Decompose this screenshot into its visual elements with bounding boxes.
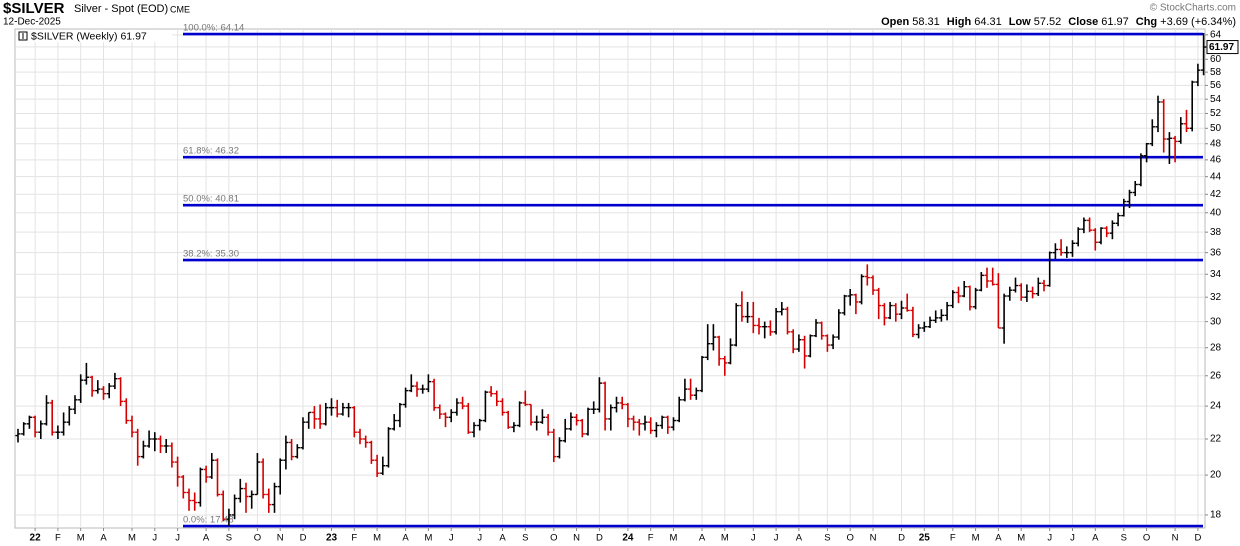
x-tick-label: F — [648, 533, 654, 544]
x-tick-label: N — [870, 533, 877, 544]
y-tick-label: 64 — [1210, 30, 1222, 41]
x-tick-label: A — [499, 533, 506, 544]
y-tick-label: 60 — [1210, 54, 1222, 65]
y-tick-label: 46 — [1210, 154, 1222, 165]
x-tick-label: S — [824, 533, 830, 544]
x-tick-label: M — [373, 533, 381, 544]
x-tick-label: M — [670, 533, 678, 544]
instrument-name: Silver - Spot (EOD) — [74, 3, 168, 15]
x-tick-label: J — [1070, 533, 1075, 544]
y-tick-label: 38 — [1210, 227, 1222, 238]
price-tag: 61.97 — [1209, 42, 1234, 53]
price-tag-box — [1206, 40, 1239, 55]
x-tick-label: F — [55, 533, 61, 544]
x-tick-label: F — [950, 533, 956, 544]
x-tick-label: D — [596, 533, 603, 544]
x-tick-label: J — [449, 533, 454, 544]
credit: © StockCharts.com — [1150, 3, 1236, 14]
stat-label: Chg — [1136, 16, 1157, 28]
x-tick-label: 23 — [326, 533, 338, 544]
x-tick-label: S — [522, 533, 528, 544]
stat-label: Low — [1009, 16, 1031, 28]
x-tick-label: J — [175, 533, 180, 544]
y-tick-label: 54 — [1210, 94, 1222, 105]
x-tick-label: D — [300, 533, 307, 544]
y-tick-label: 34 — [1210, 269, 1222, 280]
y-tick-label: 56 — [1210, 80, 1222, 91]
y-tick-label: 20 — [1210, 470, 1222, 481]
x-tick-label: N — [1172, 533, 1179, 544]
x-tick-label: M — [1017, 533, 1025, 544]
stat-label: Close — [1068, 16, 1098, 28]
y-tick-label: 58 — [1210, 67, 1222, 78]
x-tick-label: M — [77, 533, 85, 544]
y-tick-label: 30 — [1210, 316, 1222, 327]
x-tick-label: D — [898, 533, 905, 544]
fib-label: 50.0%: 40.81 — [183, 194, 239, 205]
legend-background — [17, 30, 172, 42]
x-tick-label: J — [751, 533, 756, 544]
stat-value: 64.31 — [974, 16, 1002, 28]
y-tick-label: 26 — [1210, 370, 1222, 381]
date: 12-Dec-2025 — [3, 17, 61, 28]
x-tick-label: J — [1047, 533, 1052, 544]
symbol: $SILVER — [3, 0, 65, 17]
y-tick-label: 24 — [1210, 401, 1222, 412]
x-tick-label: A — [1092, 533, 1099, 544]
x-tick-label: O — [550, 533, 557, 544]
x-tick-label: J — [774, 533, 779, 544]
fib-label: 61.8%: 46.32 — [183, 146, 239, 157]
x-tick-label: 22 — [30, 533, 42, 544]
y-tick-label: 44 — [1210, 171, 1222, 182]
x-tick-label: A — [100, 533, 107, 544]
x-tick-label: J — [152, 533, 157, 544]
x-tick-label: A — [203, 533, 210, 544]
x-tick-label: N — [277, 533, 284, 544]
y-tick-label: 22 — [1210, 434, 1222, 445]
x-tick-label: M — [721, 533, 729, 544]
stat-label: Open — [881, 16, 909, 28]
y-tick-label: 50 — [1210, 123, 1222, 134]
x-tick-label: M — [424, 533, 432, 544]
stat-value: +3.69 (+6.34%) — [1160, 16, 1236, 28]
x-tick-label: A — [995, 533, 1002, 544]
plot-frame — [14, 28, 1206, 529]
stat-value: 58.31 — [912, 16, 940, 28]
x-tick-label: M — [128, 533, 136, 544]
y-tick-label: 52 — [1210, 108, 1222, 119]
legend-label: $SILVER (Weekly) 61.97 — [31, 30, 147, 42]
x-tick-label: S — [1121, 533, 1127, 544]
y-tick-label: 18 — [1210, 510, 1222, 521]
x-tick-label: O — [254, 533, 261, 544]
x-tick-label: A — [796, 533, 803, 544]
price-stats: Open 58.31 High 64.31 Low 57.52 Close 61.97 Chg +… — [881, 16, 1236, 28]
y-tick-label: 36 — [1210, 247, 1222, 258]
exchange: CME — [170, 4, 190, 14]
x-tick-label: 25 — [919, 533, 931, 544]
y-tick-label: 48 — [1210, 138, 1222, 149]
x-tick-label: M — [972, 533, 980, 544]
x-tick-label: N — [573, 533, 580, 544]
stat-value: 57.52 — [1034, 16, 1062, 28]
x-tick-label: 24 — [622, 533, 634, 544]
x-tick-label: O — [847, 533, 854, 544]
y-tick-label: 40 — [1210, 207, 1222, 218]
x-tick-label: D — [1194, 533, 1201, 544]
fib-label: 0.0%: 17.48 — [183, 515, 234, 526]
x-tick-label: O — [1143, 533, 1150, 544]
stat-value: 61.97 — [1101, 16, 1129, 28]
y-tick-label: 28 — [1210, 342, 1222, 353]
x-tick-label: A — [402, 533, 409, 544]
x-tick-label: S — [226, 533, 232, 544]
x-tick-label: A — [699, 533, 706, 544]
y-tick-label: 42 — [1210, 189, 1222, 200]
fib-label: 38.2%: 35.30 — [183, 249, 239, 260]
stat-label: High — [947, 16, 972, 28]
x-tick-label: J — [477, 533, 482, 544]
fib-label: 100.0%: 64.14 — [183, 23, 244, 34]
y-tick-label: 32 — [1210, 292, 1222, 303]
x-tick-label: F — [351, 533, 357, 544]
